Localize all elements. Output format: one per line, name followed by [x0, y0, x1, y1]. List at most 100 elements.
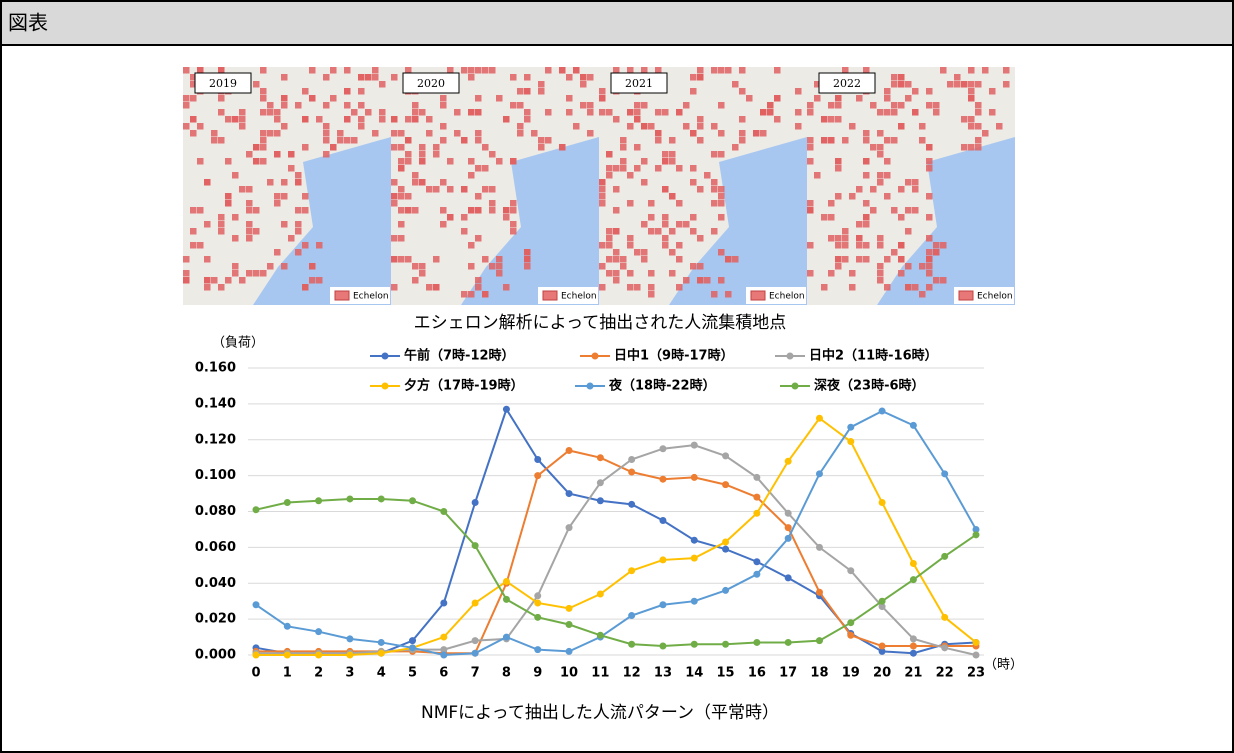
map-cell — [183, 123, 190, 130]
y-tick-label: 0.080 — [195, 504, 236, 519]
map-cell — [496, 263, 503, 270]
map-cell — [760, 130, 767, 137]
data-point — [910, 422, 917, 429]
map-cell — [190, 95, 197, 102]
map-cell — [183, 67, 190, 74]
map-cell — [627, 200, 634, 207]
map-cell — [510, 221, 517, 228]
map-cell — [912, 186, 919, 193]
map-cell — [690, 214, 697, 221]
data-point — [691, 537, 698, 544]
map-cell — [599, 242, 606, 249]
map-cell — [405, 193, 412, 200]
map-cell — [648, 270, 655, 277]
map-cell — [870, 207, 877, 214]
map-cell — [405, 158, 412, 165]
data-point — [566, 447, 573, 454]
map-cell — [295, 221, 302, 228]
map-cell — [225, 158, 232, 165]
map-cell — [517, 123, 524, 130]
legend-label: 午前（7時-12時） — [404, 348, 515, 364]
legend-marker — [592, 353, 599, 360]
map-cell — [260, 270, 267, 277]
map-cell — [426, 284, 433, 291]
map-cell — [795, 88, 802, 95]
map-cell — [517, 130, 524, 137]
map-cell — [870, 102, 877, 109]
map-cell — [344, 67, 351, 74]
map-cell — [246, 186, 253, 193]
data-point — [597, 479, 604, 486]
map-cell — [676, 165, 683, 172]
data-point — [628, 501, 635, 508]
map-cell — [218, 228, 225, 235]
x-tick-label: 21 — [904, 666, 922, 681]
map-cell — [697, 123, 704, 130]
data-point — [785, 458, 792, 465]
map-cell — [440, 207, 447, 214]
map-cell — [225, 193, 232, 200]
map-cell — [828, 200, 835, 207]
map-cell — [426, 186, 433, 193]
map-cell — [884, 88, 891, 95]
map-cell — [828, 214, 835, 221]
map-cell — [634, 109, 641, 116]
data-point — [910, 576, 917, 583]
map-cell — [323, 74, 330, 81]
map-cell — [835, 158, 842, 165]
map-cell — [877, 277, 884, 284]
data-point — [910, 643, 917, 650]
map-cell — [814, 95, 821, 102]
map-cell — [302, 242, 309, 249]
map-cell — [419, 263, 426, 270]
data-point — [503, 578, 510, 585]
map-cell — [517, 88, 524, 95]
map-cell — [620, 158, 627, 165]
map-cell — [968, 67, 975, 74]
data-point — [785, 524, 792, 531]
map-cell — [204, 221, 211, 228]
map-cell — [190, 130, 197, 137]
map-cell — [863, 172, 870, 179]
legend-swatch — [751, 291, 765, 300]
map-cell — [599, 179, 606, 186]
map-cell — [634, 165, 641, 172]
map-cell — [968, 81, 975, 88]
map-cell — [774, 67, 781, 74]
map-cell — [405, 151, 412, 158]
map-cell — [358, 88, 365, 95]
data-point — [785, 639, 792, 646]
map-cell — [190, 228, 197, 235]
map-cell — [580, 102, 587, 109]
map-legend: Echelon — [561, 292, 597, 302]
map-cell — [468, 158, 475, 165]
map-cell — [891, 249, 898, 256]
map-cell — [884, 172, 891, 179]
map-cell — [912, 179, 919, 186]
map-cell — [606, 242, 613, 249]
map-cell — [358, 102, 365, 109]
map-cell — [961, 81, 968, 88]
map-cell — [183, 95, 190, 102]
map-cell — [835, 102, 842, 109]
map-cell — [697, 67, 704, 74]
legend-marker — [382, 383, 389, 390]
map-cell — [302, 88, 309, 95]
map-cell — [613, 228, 620, 235]
map-cell — [281, 193, 288, 200]
map-cell — [856, 256, 863, 263]
map-cell — [183, 102, 190, 109]
map-cell — [711, 67, 718, 74]
map-cell — [814, 172, 821, 179]
map-cell — [587, 102, 594, 109]
map-cell — [947, 81, 954, 88]
map-cell — [968, 88, 975, 95]
map-cell — [496, 256, 503, 263]
map-cell — [676, 256, 683, 263]
data-point — [847, 632, 854, 639]
map-cell — [877, 130, 884, 137]
map-cell — [690, 228, 697, 235]
map-cell — [599, 186, 606, 193]
map-cell — [863, 200, 870, 207]
map-cell — [863, 221, 870, 228]
